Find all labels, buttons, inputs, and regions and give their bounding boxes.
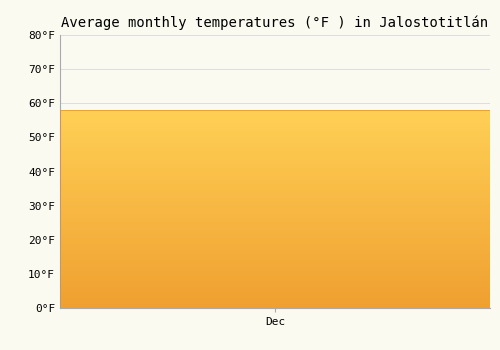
Bar: [60, 110, 490, 308]
Title: Average monthly temperatures (°F ) in Jalostotitlán: Average monthly temperatures (°F ) in Ja…: [62, 15, 488, 30]
Bar: [60, 110, 490, 308]
